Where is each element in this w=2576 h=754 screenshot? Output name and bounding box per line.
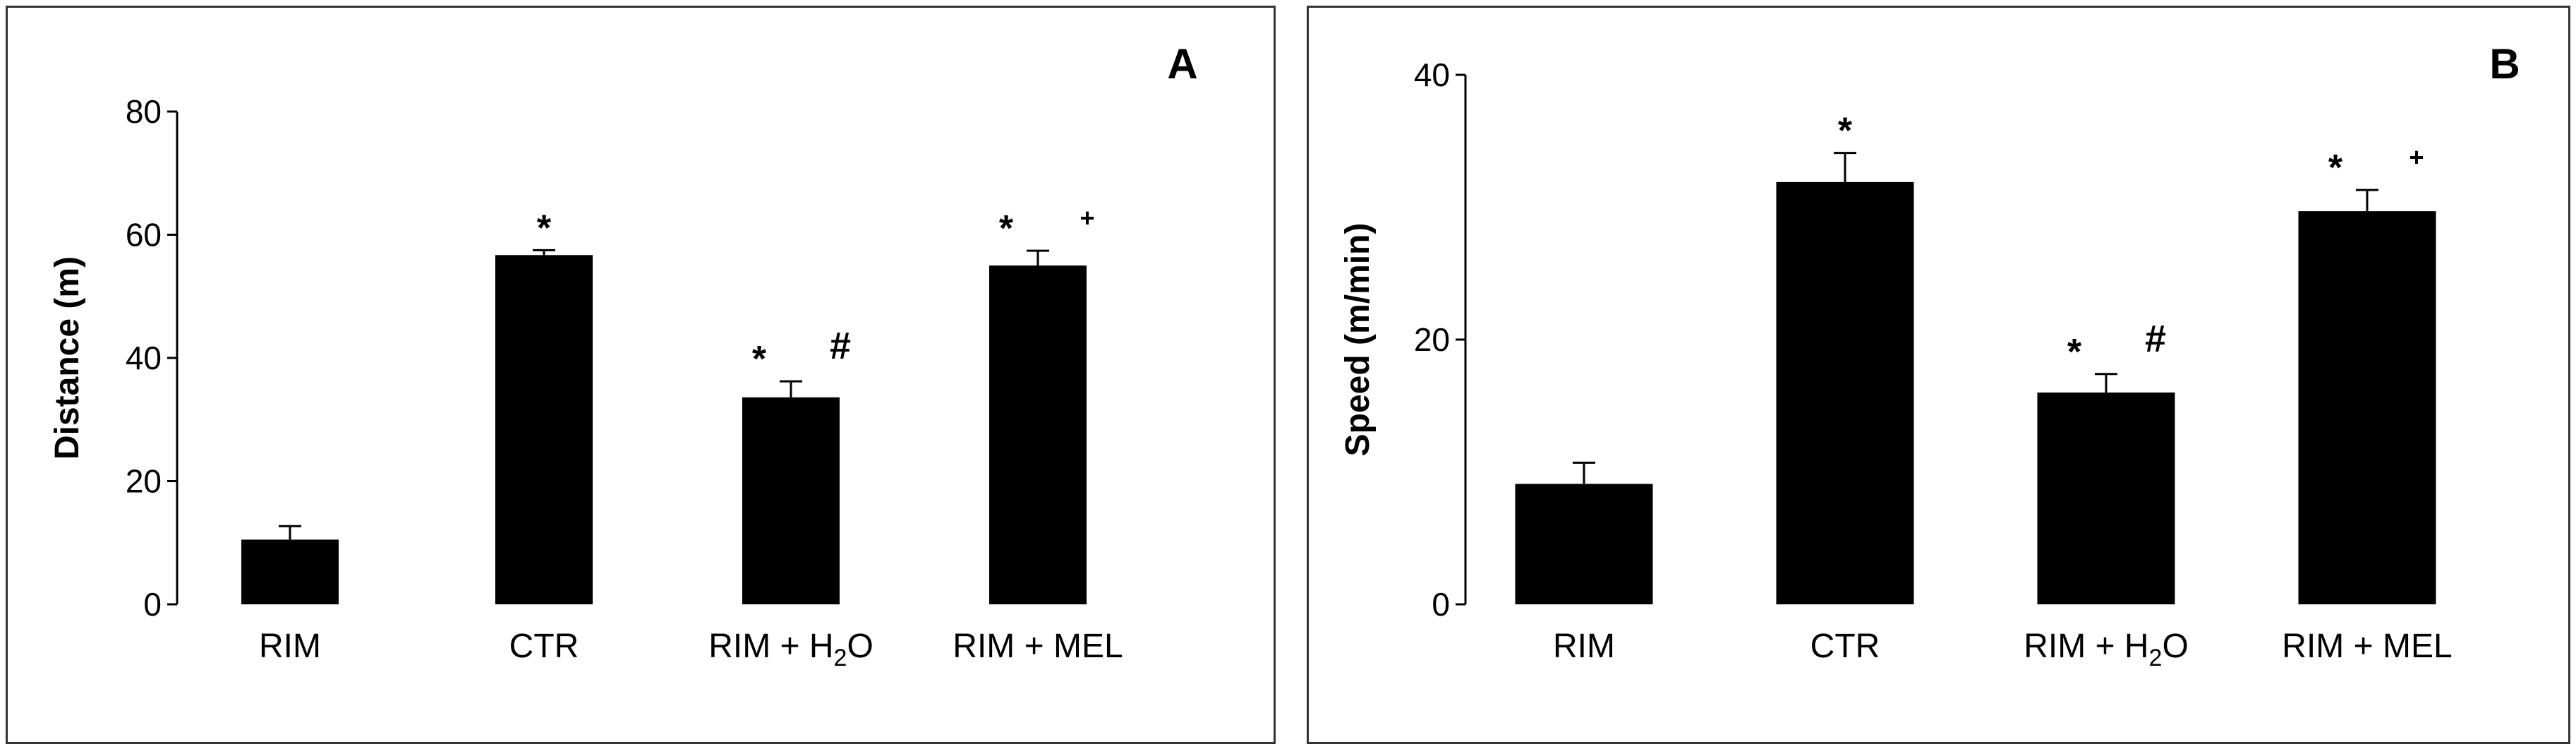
category-label-b-4: RIM + MEL [2282, 628, 2452, 665]
bar-a-3 [742, 397, 840, 604]
speed-bar-chart: 0 20 40 Speed (m/min) B RIM CTR RIM + H2O RIM + … [1339, 40, 2520, 671]
bar-a-1 [241, 539, 339, 604]
bar-b-2 [1776, 181, 1914, 604]
chart-panel-b: 0 20 40 Speed (m/min) B RIM CTR RIM + H2O RIM + … [1307, 6, 2570, 744]
significance-mark-a-3-1: * [752, 339, 767, 380]
panel-letter-a: A [1167, 40, 1197, 88]
y-tick-label-b-40: 40 [1414, 56, 1450, 93]
y-tick-label-a-40: 40 [126, 340, 162, 376]
y-axis-title-b: Speed (m/min) [1339, 223, 1377, 457]
significance-mark-b-4-1: * [2328, 148, 2343, 188]
significance-mark-b-2-1: * [1838, 111, 1853, 152]
category-label-b-2: CTR [1810, 628, 1880, 665]
bar-b-3 [2037, 393, 2175, 604]
significance-mark-a-2-1: * [537, 208, 552, 249]
category-label-b-3: RIM + H2O [2024, 628, 2189, 671]
y-tick-label-a-60: 60 [126, 217, 162, 253]
y-tick-label-b-0: 0 [1432, 586, 1450, 623]
category-label-a-1: RIM [259, 628, 321, 665]
panel-letter-b: B [2489, 40, 2520, 88]
significance-mark-a-3-2: # [830, 325, 851, 367]
category-label-a-3: RIM + H2O [708, 628, 873, 671]
significance-mark-b-4-2: + [2409, 143, 2424, 172]
category-label-a-2: CTR [509, 628, 579, 665]
y-tick-label-a-20: 20 [126, 463, 162, 500]
chart-panel-a: 0 20 40 60 80 Distance (m) A RIM CTR RIM + H2O RIM… [6, 6, 1276, 744]
bar-a-4 [989, 265, 1087, 604]
significance-mark-b-3-2: # [2145, 318, 2166, 360]
y-tick-label-a-0: 0 [143, 586, 162, 623]
bar-b-4 [2298, 211, 2436, 604]
category-label-b-1: RIM [1553, 628, 1615, 665]
significance-mark-a-4-1: * [999, 208, 1014, 249]
category-label-a-4: RIM + MEL [953, 628, 1123, 665]
y-tick-label-b-20: 20 [1414, 321, 1450, 358]
distance-bar-chart: 0 20 40 60 80 Distance (m) A RIM CTR RIM + H2O RIM… [49, 40, 1198, 671]
y-tick-label-a-80: 80 [126, 93, 162, 130]
significance-mark-a-4-2: + [1080, 203, 1094, 232]
y-axis-title-a: Distance (m) [49, 256, 86, 460]
bar-b-1 [1515, 484, 1653, 604]
bar-a-2 [495, 255, 593, 604]
significance-mark-b-3-1: * [2067, 332, 2082, 373]
